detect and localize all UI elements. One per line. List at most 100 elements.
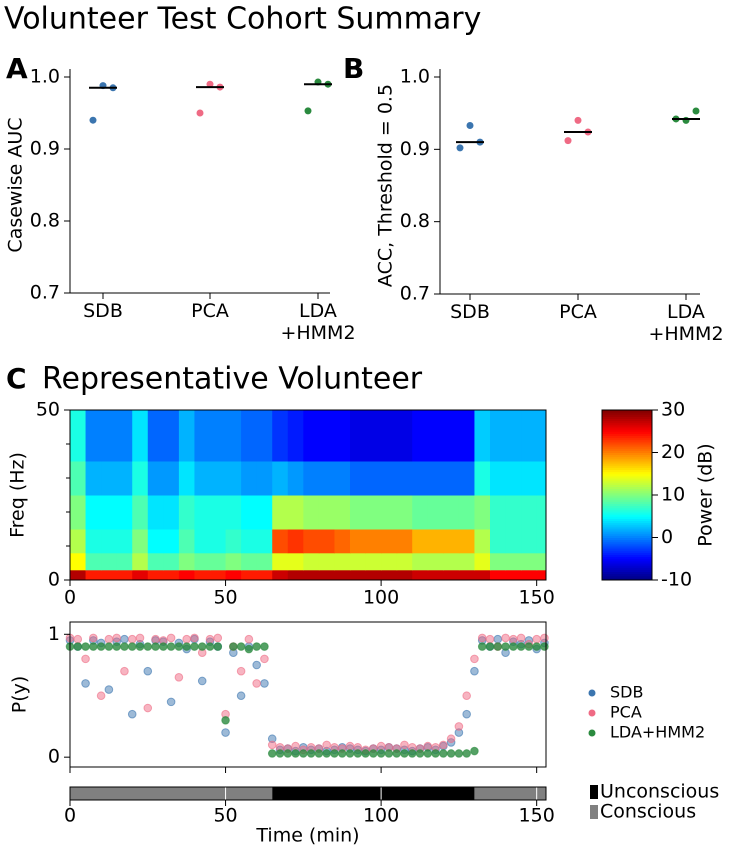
colorbar-slice <box>602 529 652 532</box>
colorbar-slice <box>602 567 652 570</box>
colorbar-slice <box>602 469 652 473</box>
colorbar-slice <box>602 467 652 470</box>
colorbar-slice <box>602 563 652 566</box>
colorbar-slice <box>602 490 652 494</box>
panel-letter: B <box>343 52 364 85</box>
heatmap-cell <box>427 529 444 554</box>
heatmap-cell <box>225 495 242 530</box>
heatmap-cell <box>101 569 118 581</box>
legend-swatch <box>590 805 598 819</box>
point <box>213 642 223 651</box>
heatmap-cell <box>178 569 195 581</box>
heatmap-cell <box>443 410 460 462</box>
point <box>384 749 394 758</box>
heatmap-cell <box>521 529 538 554</box>
heatmap-cell <box>101 529 118 554</box>
heatmap-cell <box>350 495 367 530</box>
heatmap-cell <box>334 410 351 462</box>
heatmap-cell <box>210 529 227 554</box>
heatmap-cell <box>85 495 102 530</box>
colorbar-slice <box>602 552 652 555</box>
heatmap-cell <box>396 410 413 462</box>
x-tick-label: LDA +HMM2 <box>648 301 723 345</box>
heatmap-cell <box>272 495 289 530</box>
heatmap-cell <box>132 410 149 462</box>
point <box>120 634 129 644</box>
heatmap-cell <box>116 569 133 581</box>
heatmap-cell <box>458 410 475 462</box>
heatmap-cell <box>147 529 164 554</box>
point <box>304 107 312 115</box>
heatmap-cell <box>116 552 133 571</box>
point <box>431 749 440 758</box>
colorbar-slice <box>602 516 652 519</box>
heatmap-cell <box>70 529 87 554</box>
point <box>81 654 90 664</box>
heatmap-cell <box>85 461 102 496</box>
heatmap-cell <box>303 495 320 530</box>
heatmap-cell <box>318 569 335 581</box>
y-tick-label: 0.7 <box>30 282 60 304</box>
heatmap-cell <box>241 529 258 554</box>
point <box>166 633 176 643</box>
heatmap-cell <box>178 529 195 554</box>
colorbar-slice <box>602 548 652 551</box>
heatmap-cell <box>381 569 398 581</box>
heatmap-cell <box>396 552 413 571</box>
point <box>244 634 254 644</box>
colorbar-slice <box>602 448 652 451</box>
x-tick-label: PCA <box>559 301 597 323</box>
point <box>439 740 448 750</box>
heatmap-cell <box>318 529 335 554</box>
legend-swatch <box>590 785 598 799</box>
colorbar-slice <box>602 452 652 456</box>
heatmap-cell <box>412 552 429 571</box>
point <box>540 633 549 643</box>
heatmap-cell <box>458 529 475 554</box>
x-tick-label: 50 <box>213 587 237 609</box>
colorbar-slice <box>602 418 652 422</box>
x-tick-label-line: PCA <box>191 300 229 322</box>
y-axis-label: Freq (Hz) <box>7 452 29 538</box>
heatmap-cell <box>412 495 429 530</box>
point <box>477 642 487 651</box>
point <box>81 679 90 688</box>
point <box>112 642 121 651</box>
point <box>493 634 503 644</box>
point <box>205 642 215 651</box>
point <box>89 633 98 643</box>
heatmap-cell <box>350 461 367 496</box>
point <box>376 749 386 758</box>
heatmap-cell <box>194 529 211 554</box>
colorbar-slice <box>602 550 652 553</box>
point <box>493 642 503 651</box>
heatmap-cell <box>178 461 195 496</box>
heatmap-cell <box>443 529 460 554</box>
point <box>275 749 285 758</box>
point <box>509 642 518 651</box>
heatmap-cell <box>101 461 118 496</box>
colorbar-tick-label: 30 <box>661 399 685 421</box>
heatmap-cell <box>536 529 547 554</box>
heatmap-cell <box>132 495 149 530</box>
heatmap-cell <box>365 410 382 462</box>
legend-marker <box>588 709 596 717</box>
colorbar-slice <box>602 558 652 562</box>
colorbar-slice <box>602 495 652 498</box>
heatmap-cell <box>474 569 491 581</box>
heatmap-cell <box>318 552 335 571</box>
point <box>564 137 572 145</box>
heatmap-cell <box>210 410 227 462</box>
colorbar-slice <box>602 439 652 443</box>
heatmap-cell <box>241 569 258 581</box>
point <box>260 679 269 688</box>
point <box>73 642 83 651</box>
heatmap-cell <box>334 495 351 530</box>
colorbar-slice <box>602 499 652 502</box>
heatmap-cell <box>147 552 164 571</box>
point <box>120 642 129 651</box>
heatmap-cell <box>536 495 547 530</box>
heatmap-cell <box>147 569 164 581</box>
point <box>260 642 269 651</box>
heatmap-cell <box>412 410 429 462</box>
